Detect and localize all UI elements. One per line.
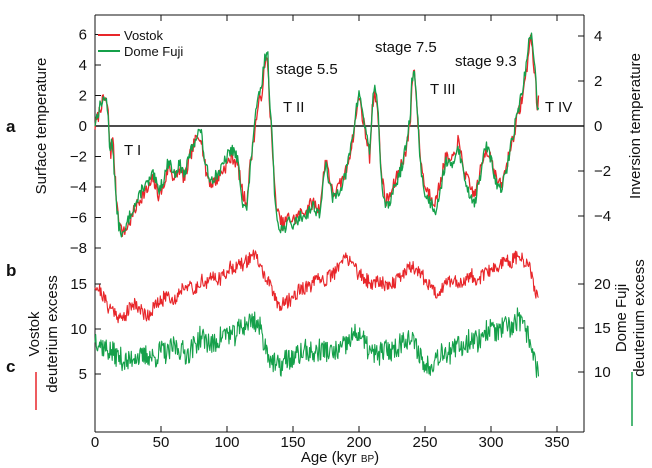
- y-tick-label-left: −8: [70, 240, 87, 257]
- x-axis-label-end: ): [374, 449, 379, 466]
- y-tick-label-left: 4: [79, 57, 87, 74]
- y-tick-label-left: −2: [70, 149, 87, 166]
- x-tick-label: 0: [91, 434, 99, 451]
- annotation-t2: T II: [283, 99, 304, 116]
- x-tick-label: 350: [544, 434, 569, 451]
- annotation-stage-9-3: stage 9.3: [455, 53, 517, 70]
- y-tick-label-right: −4: [594, 208, 611, 225]
- domefuji-dexcess-tick-label: 20: [594, 276, 611, 293]
- panel-letter-c: c: [6, 357, 15, 376]
- x-tick-label: 50: [153, 434, 170, 451]
- legend-label-domefuji: Dome Fuji: [124, 44, 183, 59]
- vostok-dexcess-tick-label: 5: [79, 366, 87, 383]
- x-tick-label: 300: [478, 434, 503, 451]
- x-tick-label: 150: [280, 434, 305, 451]
- series-line-vostok-dexcess: [94, 249, 539, 324]
- annotation-t1: T I: [124, 142, 141, 159]
- annotation-stage-7-5: stage 7.5: [375, 39, 437, 56]
- annotation-t4: T IV: [545, 99, 572, 116]
- domefuji-deuterium-label-2: deuterium excess: [631, 259, 648, 377]
- legend: Vostok Dome Fuji: [98, 28, 183, 59]
- y-tick-label-right: 0: [594, 118, 602, 135]
- y-tick-label-left: 2: [79, 88, 87, 105]
- vostok-dexcess-tick-label: 15: [70, 276, 87, 293]
- series-line-domefuji-temperature: [94, 32, 540, 238]
- series-line-domefuji-dexcess: [94, 307, 540, 378]
- y-tick-label-right: 4: [594, 28, 602, 45]
- ticks-layer: 0 50 100 150 200 250 300 3506420−2−4−6−8420−2−4…: [70, 15, 611, 451]
- x-tick-label: 200: [346, 434, 371, 451]
- x-axis-label-main: Age (kyr: [301, 449, 361, 466]
- y-axis-label-surface: Surface temperature: [33, 58, 50, 195]
- y-axis-label-inversion: Inversion temperature: [627, 53, 644, 199]
- series-layer: [94, 32, 540, 378]
- x-axis-label: Age (kyr BP): [301, 449, 379, 466]
- y-tick-label-left: −6: [70, 210, 87, 227]
- y-tick-label-left: 0: [79, 118, 87, 135]
- vostok-deuterium-label-2: deuterium excess: [44, 275, 61, 393]
- domefuji-deuterium-label-1: Dome Fuji: [613, 284, 630, 352]
- x-tick-label: 250: [412, 434, 437, 451]
- legend-label-vostok: Vostok: [124, 28, 164, 43]
- x-axis-label-small: BP: [361, 454, 375, 465]
- annotation-t3: T III: [430, 81, 456, 98]
- y-tick-label-right: −2: [594, 163, 611, 180]
- domefuji-dexcess-tick-label: 15: [594, 320, 611, 337]
- panel-letter-b: b: [6, 261, 16, 280]
- vostok-dexcess-tick-label: 10: [70, 321, 87, 338]
- x-tick-label: 100: [214, 434, 239, 451]
- panel-letter-a: a: [6, 117, 16, 136]
- vostok-deuterium-label-1: Vostok: [26, 311, 43, 357]
- annotation-stage-5-5: stage 5.5: [276, 61, 338, 78]
- domefuji-dexcess-tick-label: 10: [594, 364, 611, 381]
- y-tick-label-right: 2: [594, 73, 602, 90]
- y-tick-label-left: 6: [79, 27, 87, 44]
- y-tick-label-left: −4: [70, 179, 87, 196]
